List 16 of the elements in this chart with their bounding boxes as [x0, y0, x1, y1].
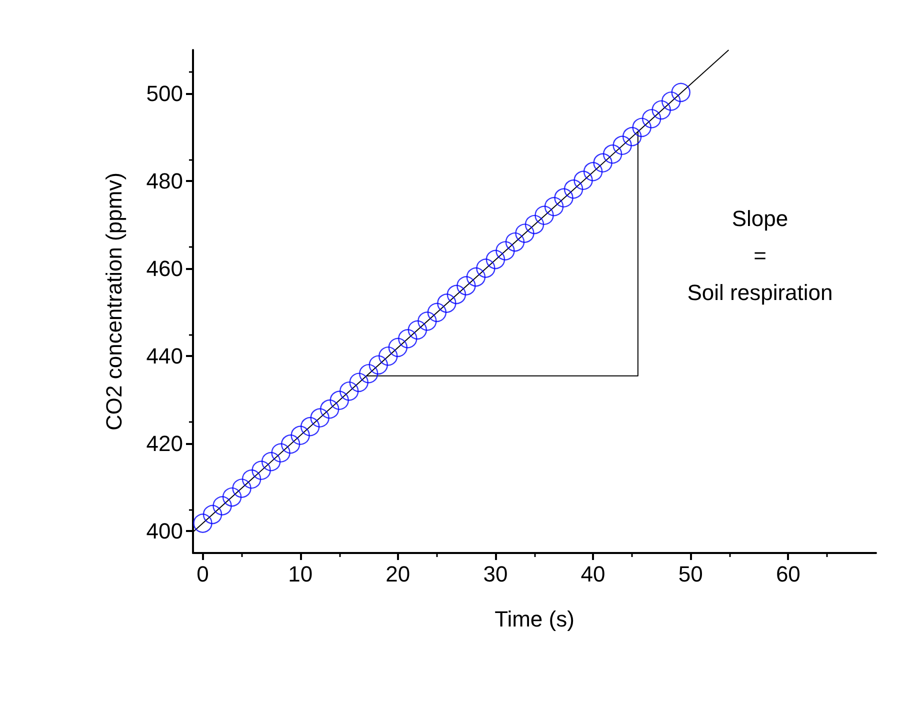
x-tick-label: 50 — [678, 562, 703, 586]
y-tick-label: 440 — [146, 344, 183, 369]
annotation: Slope = Soil respiration — [687, 206, 833, 305]
y-axis-title: CO2 concentration (ppmv) — [102, 172, 126, 430]
x-tick-label: 0 — [196, 562, 209, 586]
y-tick-label: 460 — [146, 256, 183, 282]
y-tick-label: 480 — [146, 168, 183, 194]
x-tick-label: 60 — [776, 562, 800, 586]
y-tick-label: 400 — [146, 518, 183, 544]
y-tick-label: 420 — [146, 431, 183, 456]
x-tick-label: 40 — [580, 562, 606, 586]
x-tick-label: 20 — [386, 562, 410, 586]
x-axis-title: Time (s) — [494, 606, 574, 632]
y-tick-label: 500 — [146, 81, 183, 106]
x-tick-label: 10 — [288, 562, 313, 586]
x-tick-label: 30 — [483, 562, 508, 586]
